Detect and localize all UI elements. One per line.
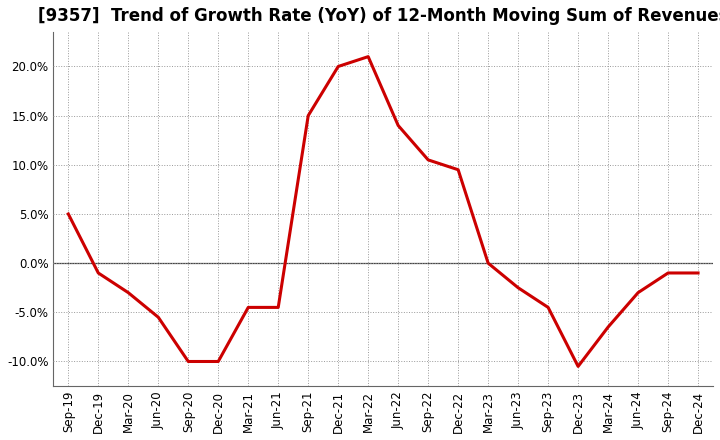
- Title: [9357]  Trend of Growth Rate (YoY) of 12-Month Moving Sum of Revenues: [9357] Trend of Growth Rate (YoY) of 12-…: [38, 7, 720, 25]
